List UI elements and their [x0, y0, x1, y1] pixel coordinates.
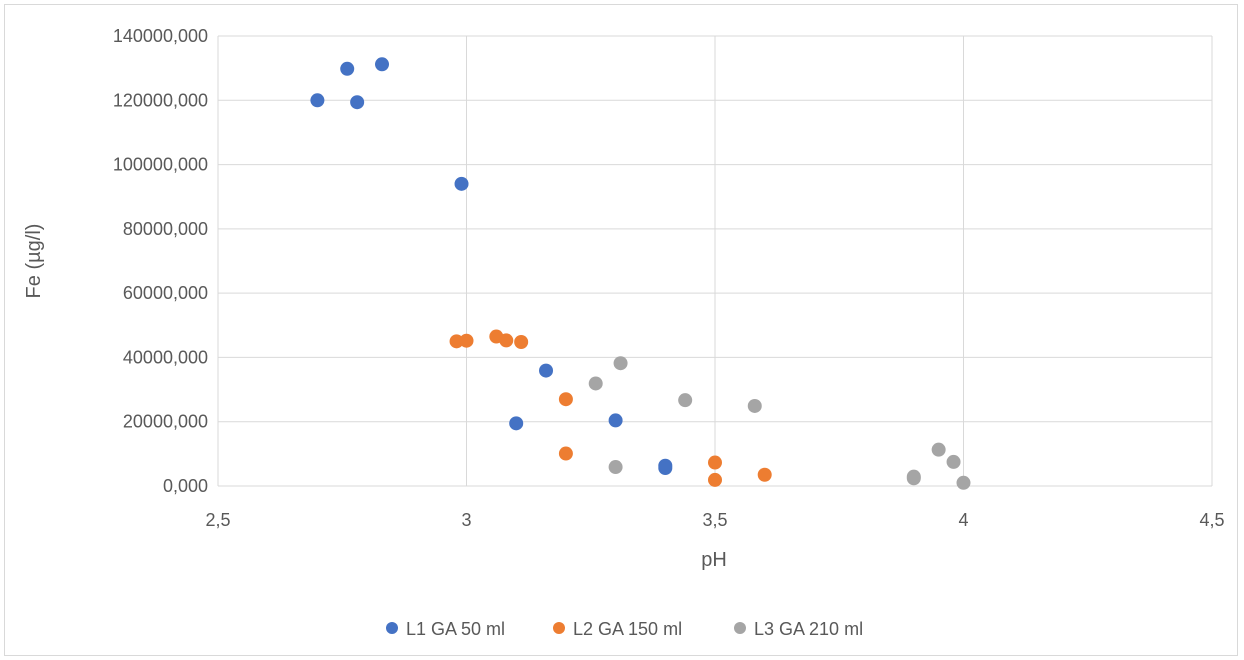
- y-tick-label: 60000,000: [123, 283, 208, 303]
- legend-marker-series-1: [386, 622, 398, 634]
- data-point-series-3: [956, 475, 971, 490]
- data-point-series-1: [509, 416, 524, 431]
- data-point-series-2: [514, 335, 529, 349]
- legend-label-series-3: L3 GA 210 ml: [754, 619, 863, 639]
- data-point-series-2: [499, 333, 514, 348]
- data-point-series-1: [608, 413, 623, 428]
- data-point-series-2: [449, 334, 464, 349]
- data-point-series-3: [747, 398, 762, 413]
- data-point-series-3: [931, 442, 946, 457]
- data-point-series-3: [608, 460, 623, 475]
- legend: L1 GA 50 ml L2 GA 150 ml L3 GA 210 ml: [386, 619, 863, 639]
- x-tick-label: 4: [958, 510, 968, 530]
- legend-marker-series-2: [553, 622, 565, 634]
- data-point-series-2: [459, 333, 474, 348]
- data-point-series-3: [588, 376, 603, 391]
- y-tick-label: 120000,000: [113, 90, 208, 110]
- data-point-series-3: [946, 454, 961, 469]
- data-point-series-2: [558, 446, 573, 461]
- data-point-series-2: [558, 392, 573, 407]
- x-axis-title: pH: [701, 549, 727, 571]
- y-tick-label: 100000,000: [113, 155, 208, 175]
- legend-marker-series-3: [734, 622, 746, 634]
- x-tick-label: 3: [461, 510, 471, 530]
- data-point-series-1: [310, 93, 325, 108]
- data-point-series-1: [658, 461, 673, 475]
- data-point-series-3: [906, 471, 921, 486]
- y-tick-label: 40000,000: [123, 347, 208, 367]
- data-point-series-1: [375, 57, 390, 72]
- data-point-series-2: [708, 472, 722, 487]
- data-point-series-1: [454, 176, 469, 191]
- data-point-series-2: [708, 455, 722, 470]
- data-point-series-3: [678, 393, 693, 408]
- gridlines: [217, 35, 1213, 487]
- data-point-series-1: [340, 61, 355, 76]
- x-tick-label: 3,5: [702, 510, 727, 530]
- y-tick-label: 140000,000: [113, 26, 208, 46]
- x-tick-label: 2,5: [205, 510, 230, 530]
- legend-label-series-2: L2 GA 150 ml: [573, 619, 682, 639]
- y-tick-label: 0,000: [163, 476, 208, 496]
- data-point-series-1: [539, 363, 554, 378]
- legend-label-series-1: L1 GA 50 ml: [406, 619, 505, 639]
- data-points: [310, 57, 971, 490]
- chart-frame: [4, 4, 1238, 656]
- data-point-series-2: [757, 467, 772, 482]
- y-tick-label: 80000,000: [123, 219, 208, 239]
- data-point-series-3: [613, 356, 628, 371]
- x-tick-label: 4,5: [1199, 510, 1224, 530]
- y-axis-title: Fe (µg/l): [23, 224, 45, 299]
- y-tick-labels: 0,000 20000,000 40000,000 60000,000 80000,00…: [113, 26, 208, 496]
- data-point-series-1: [350, 95, 365, 110]
- x-tick-labels: 2,5 3 3,5 4 4,5: [205, 510, 1224, 530]
- y-tick-label: 20000,000: [123, 412, 208, 432]
